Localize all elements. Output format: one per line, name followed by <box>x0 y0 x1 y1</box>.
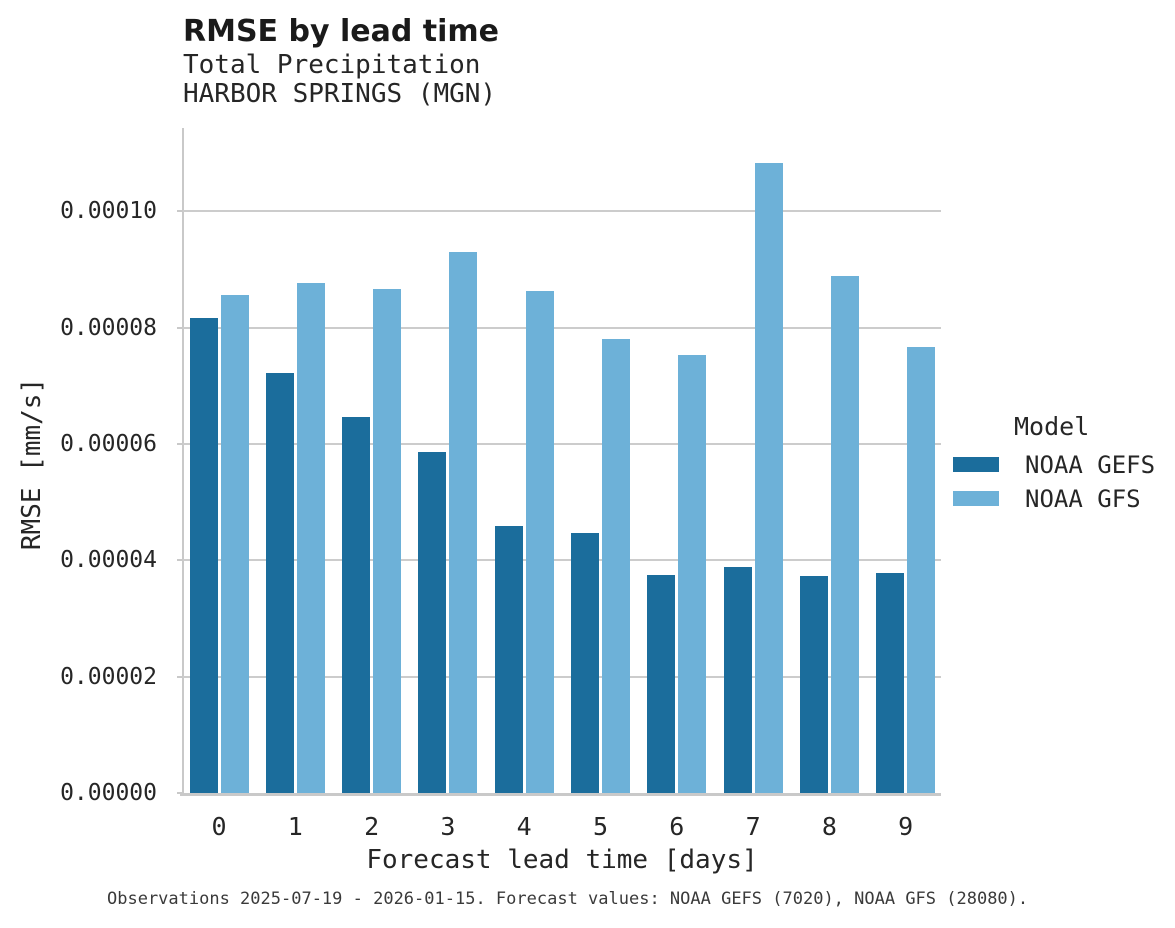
gridline <box>183 210 941 213</box>
gridline <box>183 326 941 329</box>
y-tick-label: 0.00002 <box>60 663 157 690</box>
x-tick-label: 9 <box>898 812 914 841</box>
x-tick-label: 6 <box>669 812 685 841</box>
bar-noaa-gfs-day-3 <box>449 252 477 793</box>
bar-noaa-gfs-day-5 <box>602 339 630 793</box>
legend-swatch-noaa-gfs <box>953 491 999 506</box>
x-axis-label: Forecast lead time [days] <box>366 845 758 875</box>
legend-swatch-noaa-gefs <box>953 457 999 472</box>
x-tick-label: 3 <box>440 812 456 841</box>
x-tick-label: 7 <box>745 812 761 841</box>
y-axis-spine <box>182 128 184 796</box>
bar-noaa-gefs-day-5 <box>571 533 599 793</box>
y-tick-mark <box>177 210 183 213</box>
bar-noaa-gefs-day-3 <box>418 452 446 793</box>
bar-noaa-gfs-day-9 <box>907 347 935 793</box>
bar-noaa-gefs-day-1 <box>266 373 294 793</box>
y-tick-label: 0.00010 <box>60 198 157 225</box>
y-tick-mark <box>177 442 183 445</box>
y-tick-label: 0.00000 <box>60 780 157 806</box>
x-tick-label: 5 <box>592 812 609 841</box>
x-tick-label: 1 <box>287 812 303 841</box>
chart-title: RMSE by lead time <box>183 14 499 49</box>
bar-noaa-gfs-day-8 <box>831 276 859 793</box>
bar-noaa-gefs-day-7 <box>724 567 752 793</box>
y-tick-label: 0.00004 <box>60 547 157 574</box>
y-tick-mark <box>177 559 183 562</box>
x-tick-label: 2 <box>364 812 380 841</box>
bar-noaa-gfs-day-7 <box>755 163 783 793</box>
gridline <box>183 559 941 562</box>
gridline <box>183 675 941 678</box>
chart-subtitle-variable: Total Precipitation <box>183 50 481 80</box>
y-tick-label: 0.00008 <box>60 314 157 341</box>
bar-noaa-gefs-day-2 <box>342 417 370 793</box>
footnote-caption: Observations 2025-07-19 - 2026-01-15. Fo… <box>107 889 1029 909</box>
chart-subtitle-station: HARBOR SPRINGS (MGN) <box>183 79 497 109</box>
legend-title: Model <box>1014 412 1090 441</box>
bar-noaa-gefs-day-9 <box>876 573 904 793</box>
legend-label-noaa-gefs: NOAA GEFS <box>1025 451 1156 479</box>
y-axis-label: RMSE [mm/s] <box>17 377 47 551</box>
x-tick-label: 4 <box>516 812 532 841</box>
bar-noaa-gefs-day-8 <box>800 576 828 793</box>
bar-noaa-gefs-day-6 <box>647 575 675 793</box>
bar-noaa-gfs-day-1 <box>297 283 325 793</box>
bar-noaa-gfs-day-4 <box>526 291 554 793</box>
y-tick-mark <box>177 675 183 678</box>
bar-noaa-gfs-day-0 <box>221 295 249 793</box>
bar-noaa-gfs-day-6 <box>678 355 706 793</box>
x-tick-label: 0 <box>211 812 227 841</box>
y-tick-mark <box>177 326 183 329</box>
plot-area <box>183 128 941 793</box>
x-axis-spine <box>180 793 941 796</box>
x-tick-label: 8 <box>821 812 837 841</box>
y-tick-label: 0.00006 <box>60 430 157 457</box>
bar-noaa-gefs-day-0 <box>190 318 218 793</box>
bar-noaa-gefs-day-4 <box>495 526 523 793</box>
legend-label-noaa-gfs: NOAA GFS <box>1025 485 1141 513</box>
gridline <box>183 442 941 445</box>
bar-noaa-gfs-day-2 <box>373 289 401 793</box>
